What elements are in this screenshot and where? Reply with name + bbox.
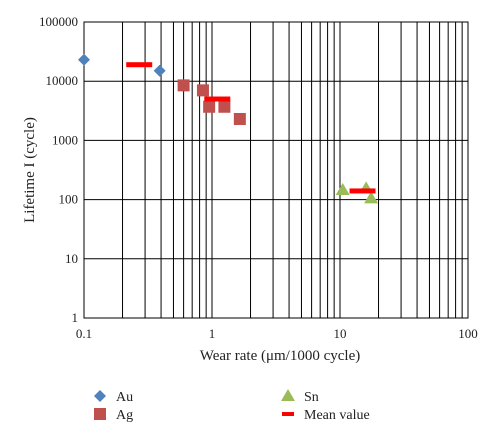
x-tick-label: 100: [458, 326, 478, 341]
x-tick-labels: 0.1 1 10 100: [76, 326, 478, 341]
ag-point: [196, 84, 209, 97]
y-tick-label: 100000: [39, 14, 78, 29]
x-tick-label: 1: [209, 326, 216, 341]
y-tick-labels: 1 10 100 1000 10000 100000: [39, 14, 78, 325]
legend-swatch-mean-value: [282, 412, 294, 416]
au-point: [78, 53, 90, 66]
y-tick-label: 10: [65, 251, 78, 266]
legend-swatch-sn: [281, 389, 295, 401]
au-point: [153, 64, 166, 77]
legend-swatch-au: [94, 390, 106, 402]
legend-swatch-ag: [94, 408, 106, 420]
legend-label-au: Au: [116, 390, 133, 405]
ag-point: [177, 79, 190, 92]
sn-point: [364, 191, 379, 204]
grid-lines: [83, 21, 468, 319]
y-axis-title: Lifetime I (cycle): [22, 117, 38, 223]
plot-area-frame: [83, 21, 469, 319]
legend: Au Ag Sn Mean value: [94, 389, 370, 423]
x-tick-label: 10: [334, 326, 347, 341]
data-marks: [78, 53, 379, 204]
mean-value-point: [126, 62, 153, 68]
sn-point: [335, 183, 350, 196]
legend-label-ag: Ag: [116, 408, 133, 423]
legend-label-mean-value: Mean value: [304, 408, 370, 423]
x-axis-title: Wear rate (μm/1000 cycle): [200, 348, 361, 364]
y-tick-label: 1: [72, 310, 79, 325]
x-tick-label: 0.1: [76, 326, 92, 341]
y-tick-label: 10000: [46, 73, 79, 88]
mean-value-point: [349, 188, 376, 194]
y-tick-label: 1000: [52, 132, 78, 147]
mean-value-point: [204, 96, 231, 102]
ag-point: [233, 112, 246, 125]
ag-point: [218, 100, 231, 113]
ag-point: [203, 100, 216, 113]
legend-label-sn: Sn: [304, 390, 319, 405]
y-tick-label: 100: [59, 192, 79, 207]
